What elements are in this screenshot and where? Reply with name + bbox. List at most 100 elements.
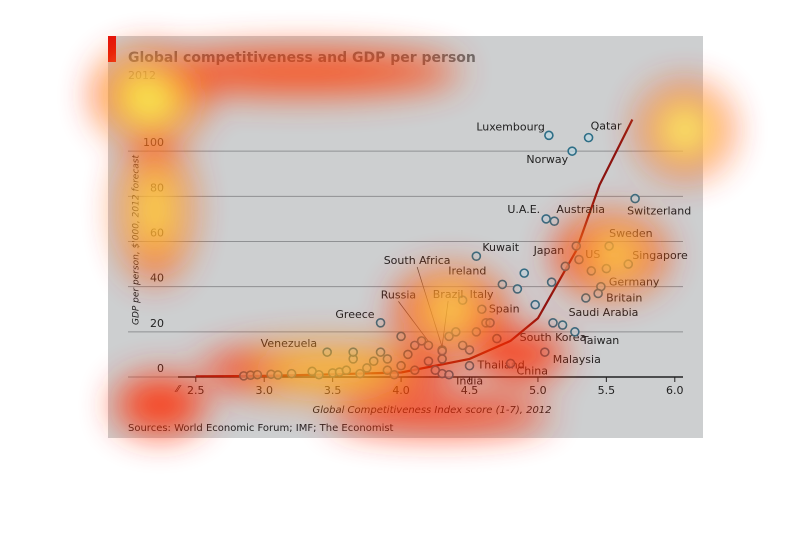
data-point — [601, 263, 612, 274]
data-point — [409, 365, 420, 376]
data-point — [252, 369, 263, 380]
data-point — [477, 304, 487, 315]
y-tick-label: 80 — [150, 181, 164, 194]
data-point — [437, 354, 447, 364]
data-point — [581, 293, 591, 303]
point-label: Luxembourg — [476, 120, 545, 133]
point-label: Italy — [470, 288, 494, 301]
x-tick-label: 3.0 — [255, 384, 273, 397]
x-tick-label: 3.5 — [324, 384, 342, 397]
data-point — [396, 331, 406, 342]
data-point — [586, 266, 597, 276]
point-label: Germany — [609, 276, 660, 289]
data-point — [492, 333, 502, 344]
point-label: Japan — [533, 244, 565, 257]
data-point — [382, 354, 393, 364]
point-label: Taiwan — [581, 334, 619, 347]
point-label: Greece — [335, 308, 374, 321]
data-point — [497, 279, 508, 290]
data-point — [583, 132, 594, 143]
data-point — [375, 317, 386, 328]
point-label: Australia — [556, 203, 605, 216]
data-point — [560, 261, 571, 272]
x-tick-label: 6.0 — [666, 384, 684, 397]
y-tick-label: 20 — [150, 317, 164, 330]
data-point — [512, 284, 523, 294]
data-point — [389, 369, 400, 380]
data-point — [355, 368, 365, 379]
data-point — [571, 241, 582, 251]
point-label: Malaysia — [553, 353, 601, 366]
data-point — [544, 130, 554, 141]
data-point — [541, 214, 551, 224]
point-label: Ireland — [448, 264, 486, 277]
data-point — [574, 254, 584, 265]
point-label: US — [585, 248, 600, 261]
data-point — [451, 327, 461, 337]
x-tick-label: 4.0 — [392, 384, 410, 397]
x-tick-label: 5.0 — [529, 384, 547, 397]
point-label: India — [456, 375, 483, 388]
data-point — [604, 241, 614, 251]
data-point — [539, 347, 550, 357]
y-tick-label: 60 — [150, 227, 164, 240]
point-label: China — [517, 364, 548, 377]
point-label: Spain — [489, 302, 520, 315]
data-point — [314, 369, 324, 380]
y-tick-label: 0 — [157, 362, 164, 375]
data-point — [341, 365, 352, 376]
data-point — [471, 251, 482, 261]
point-label: Saudi Arabia — [569, 306, 639, 319]
data-point — [437, 346, 447, 356]
source-note: Sources: World Economic Forum; IMF; The … — [128, 423, 394, 434]
data-point — [348, 347, 358, 357]
point-label: Russia — [381, 288, 416, 301]
data-point — [530, 299, 540, 310]
data-point — [368, 356, 379, 366]
point-label: Brazil — [433, 288, 464, 301]
chart-title: Global competitiveness and GDP per perso… — [128, 50, 476, 66]
y-tick-label: 40 — [150, 272, 164, 285]
red-tab — [108, 36, 116, 62]
data-point — [548, 317, 558, 328]
point-label: Venezuela — [261, 337, 318, 350]
data-point — [567, 146, 577, 156]
data-point — [485, 317, 495, 328]
data-point — [430, 365, 441, 376]
data-point — [444, 369, 454, 380]
data-point — [416, 336, 427, 346]
x-axis-label: Global Competitiveness Index score (1-7)… — [312, 405, 551, 416]
point-label: Qatar — [591, 120, 622, 133]
data-point — [464, 345, 475, 355]
data-point — [403, 349, 413, 360]
data-point — [471, 327, 482, 337]
x-tick-label: 5.5 — [598, 384, 616, 397]
data-point — [286, 368, 297, 379]
data-point — [570, 327, 580, 337]
data-point — [519, 268, 530, 278]
data-point — [623, 259, 634, 269]
y-tick-label: 100 — [143, 136, 164, 149]
point-label: Britain — [606, 291, 642, 304]
chart-subtitle: 2012 — [128, 69, 156, 82]
point-label: Singapore — [632, 249, 688, 262]
point-label: Switzerland — [627, 205, 691, 218]
data-point — [362, 363, 372, 373]
data-point — [593, 288, 603, 299]
point-label: Sweden — [609, 227, 652, 240]
data-point — [423, 356, 434, 366]
data-point — [375, 347, 386, 357]
point-label: Kuwait — [482, 241, 519, 254]
data-point — [549, 216, 560, 226]
data-point — [546, 277, 557, 287]
point-label: South Africa — [384, 254, 451, 267]
data-point — [505, 358, 516, 369]
x-tick-label: 2.5 — [187, 384, 205, 397]
data-point — [273, 370, 283, 380]
x-tick-label: 4.5 — [461, 384, 479, 397]
data-point — [630, 193, 640, 204]
data-point — [557, 320, 568, 330]
data-point — [396, 360, 406, 371]
data-point — [322, 347, 332, 357]
